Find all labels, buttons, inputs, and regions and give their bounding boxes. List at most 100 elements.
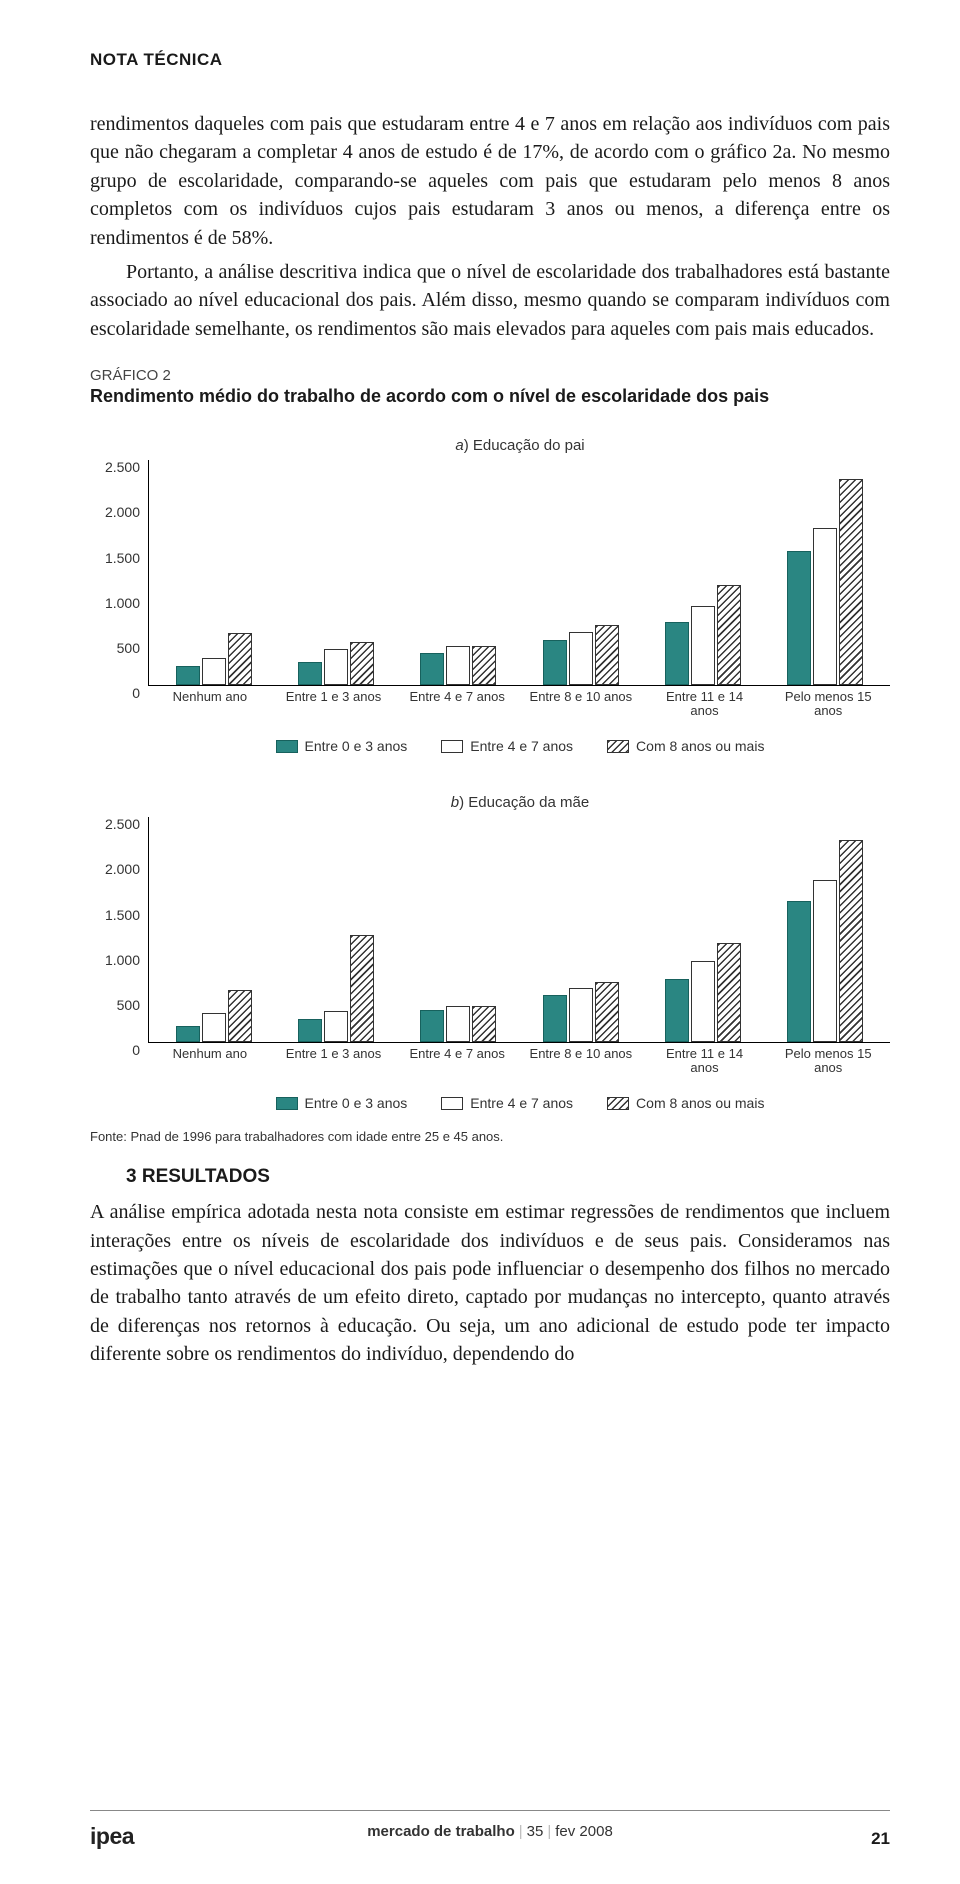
- legend-label: Entre 0 e 3 anos: [305, 738, 408, 754]
- legend-swatch: [276, 1097, 298, 1110]
- bar-group: [397, 1006, 519, 1042]
- bar: [350, 642, 374, 685]
- bar: [839, 479, 863, 685]
- bar: [787, 901, 811, 1042]
- legend-item: Entre 0 e 3 anos: [276, 738, 408, 754]
- section-heading: 3 RESULTADOS: [90, 1166, 890, 1188]
- y-tick-label: 1.000: [105, 595, 140, 611]
- legend-swatch: [441, 1097, 463, 1110]
- bar: [569, 632, 593, 685]
- y-tick-label: 1.500: [105, 907, 140, 923]
- y-tick-label: 2.000: [105, 504, 140, 520]
- chart-a-subtitle: a) Educação do pai: [150, 437, 890, 454]
- bar: [691, 606, 715, 685]
- bar: [298, 662, 322, 686]
- y-tick-label: 0: [132, 685, 140, 701]
- y-tick-label: 0: [132, 1042, 140, 1058]
- x-label: Nenhum ano: [148, 686, 272, 710]
- legend-item: Com 8 anos ou mais: [607, 738, 764, 754]
- legend-swatch: [607, 740, 629, 753]
- paragraph-2: Portanto, a análise descritiva indica qu…: [90, 258, 890, 343]
- bar: [665, 979, 689, 1042]
- legend-label: Entre 4 e 7 anos: [470, 738, 573, 754]
- legend-item: Entre 4 e 7 anos: [441, 738, 573, 754]
- chart-b-legend: Entre 0 e 3 anos Entre 4 e 7 anos Com 8 an…: [150, 1095, 890, 1111]
- page-footer: ipea mercado de trabalho|35|fev 2008 21: [90, 1810, 890, 1850]
- bar: [813, 528, 837, 685]
- y-tick-label: 500: [117, 640, 140, 656]
- x-label: Nenhum ano: [148, 1043, 272, 1067]
- bar: [569, 988, 593, 1042]
- bar: [543, 995, 567, 1042]
- bar: [350, 935, 374, 1043]
- chart-a-legend: Entre 0 e 3 anos Entre 4 e 7 anos Com 8 an…: [150, 738, 890, 754]
- bar: [202, 658, 226, 685]
- bar-group: [520, 982, 642, 1043]
- bar: [202, 1013, 226, 1042]
- y-tick-label: 1.500: [105, 550, 140, 566]
- bar: [472, 1006, 496, 1042]
- x-label: Entre 4 e 7 anos: [395, 686, 519, 710]
- chart-a-area: 05001.0001.5002.0002.500 Nenhum anoEntre…: [90, 460, 890, 710]
- legend-label: Entre 4 e 7 anos: [470, 1095, 573, 1111]
- legend-swatch: [441, 740, 463, 753]
- bar: [446, 646, 470, 685]
- bar-group: [642, 943, 764, 1042]
- bar: [176, 666, 200, 685]
- x-label: Entre 11 e 14 anos: [643, 1043, 767, 1067]
- bar: [543, 640, 567, 685]
- y-tick-label: 2.500: [105, 459, 140, 475]
- x-label: Pelo menos 15 anos: [766, 686, 890, 710]
- y-tick-label: 2.000: [105, 861, 140, 877]
- bar: [595, 625, 619, 685]
- y-tick-label: 500: [117, 997, 140, 1013]
- bar-group: [764, 479, 886, 685]
- legend-label: Com 8 anos ou mais: [636, 1095, 764, 1111]
- bar: [420, 1010, 444, 1043]
- bar-group: [153, 990, 275, 1042]
- x-label: Entre 8 e 10 anos: [519, 1043, 643, 1067]
- chart-b-area: 05001.0001.5002.0002.500 Nenhum anoEntre…: [90, 817, 890, 1067]
- header-label: NOTA TÉCNICA: [90, 50, 890, 70]
- chart-a: a) Educação do pai 0 500 1.000 1.500 2.000 2.…: [90, 437, 890, 754]
- x-label: Pelo menos 15 anos: [766, 1043, 890, 1067]
- bar-group: [642, 585, 764, 685]
- legend-item: Entre 4 e 7 anos: [441, 1095, 573, 1111]
- bar: [176, 1026, 200, 1042]
- paragraph-1: rendimentos daqueles com pais que estuda…: [90, 110, 890, 252]
- bar: [446, 1006, 470, 1042]
- bar-group: [764, 840, 886, 1042]
- bar: [787, 551, 811, 685]
- y-tick-label: 2.500: [105, 816, 140, 832]
- x-label: Entre 1 e 3 anos: [272, 686, 396, 710]
- grafico-title: Rendimento médio do trabalho de acordo c…: [90, 386, 890, 407]
- x-label: Entre 1 e 3 anos: [272, 1043, 396, 1067]
- legend-item: Com 8 anos ou mais: [607, 1095, 764, 1111]
- paragraph-3: A análise empírica adotada nesta nota co…: [90, 1198, 890, 1368]
- bar-group: [153, 633, 275, 685]
- legend-swatch: [607, 1097, 629, 1110]
- bar: [691, 961, 715, 1042]
- bar: [228, 990, 252, 1042]
- x-label: Entre 11 e 14 anos: [643, 686, 767, 710]
- y-tick-label: 1.000: [105, 952, 140, 968]
- bar: [324, 649, 348, 685]
- bar: [813, 880, 837, 1042]
- legend-swatch: [276, 740, 298, 753]
- grafico-label: GRÁFICO 2: [90, 367, 890, 384]
- bar-group: [275, 935, 397, 1043]
- legend-label: Entre 0 e 3 anos: [305, 1095, 408, 1111]
- chart-b: b) Educação da mãe 0 500 1.000 1.500 2.000 2.…: [90, 794, 890, 1111]
- bar-group: [397, 646, 519, 685]
- legend-item: Entre 0 e 3 anos: [276, 1095, 408, 1111]
- bar-group: [275, 642, 397, 685]
- bar: [665, 622, 689, 685]
- chart-b-subtitle: b) Educação da mãe: [150, 794, 890, 811]
- bar: [420, 653, 444, 686]
- bar: [324, 1011, 348, 1042]
- bar: [839, 840, 863, 1042]
- legend-label: Com 8 anos ou mais: [636, 738, 764, 754]
- x-label: Entre 4 e 7 anos: [395, 1043, 519, 1067]
- bar: [595, 982, 619, 1043]
- bar-group: [520, 625, 642, 685]
